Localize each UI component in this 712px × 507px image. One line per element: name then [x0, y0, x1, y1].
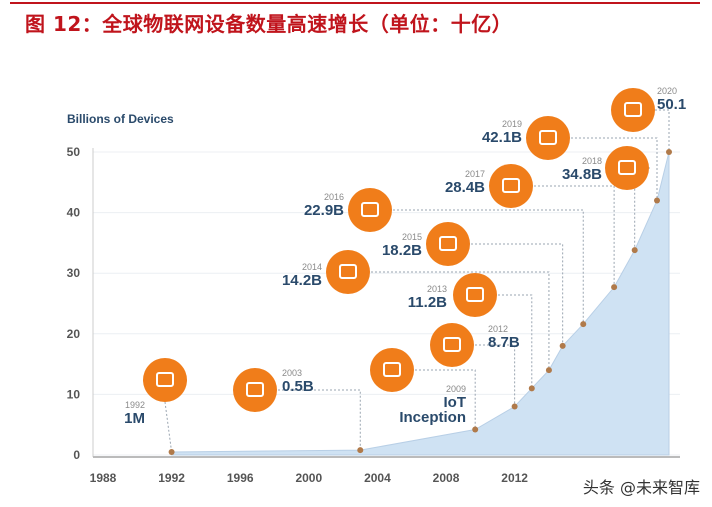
connector-line — [571, 137, 658, 201]
annotation-value: 1M — [124, 410, 145, 427]
traffic-light-icon-glyph — [361, 202, 379, 217]
data-point — [168, 448, 175, 455]
traffic-light-icon — [348, 188, 392, 232]
annotation-year: 2019 — [502, 119, 522, 129]
data-point — [559, 342, 566, 349]
tv-icon — [605, 146, 649, 190]
annotation-year: 2014 — [302, 262, 322, 272]
connector-line — [278, 389, 361, 451]
annotation-year: 2003 — [282, 368, 302, 378]
annotation-value: 28.4B — [445, 179, 485, 196]
door-lock-icon — [611, 88, 655, 132]
y-tick-label: 20 — [67, 327, 81, 341]
annotation-value: 0.5B — [282, 378, 314, 395]
annotation-year: 2009 — [446, 384, 466, 394]
top-rule — [10, 2, 700, 4]
wind-turbine-icon-glyph — [339, 264, 357, 279]
data-point — [511, 403, 518, 410]
annotation-value: 11.2B — [408, 294, 447, 311]
oven-icon-glyph — [466, 287, 484, 302]
annotation-year: 2020 — [657, 86, 677, 96]
wind-turbine-icon — [326, 250, 370, 294]
oven-icon — [453, 273, 497, 317]
data-point — [545, 367, 552, 374]
annotation-year: 1992 — [125, 400, 145, 410]
data-point — [528, 385, 535, 392]
connector-line — [475, 344, 516, 407]
connector-line — [655, 109, 670, 152]
annotation-value-line2: Inception — [399, 409, 466, 426]
lightbulb-icon — [370, 348, 414, 392]
annotation-value: 50.1 — [657, 96, 686, 113]
y-tick-label: 10 — [67, 387, 81, 401]
x-tick-label: 2004 — [364, 471, 391, 485]
annotation-year: 2015 — [402, 232, 422, 242]
data-point — [653, 197, 660, 204]
y-tick-label: 0 — [73, 448, 80, 462]
vending-icon — [526, 116, 570, 160]
computer-icon-glyph — [156, 372, 174, 387]
x-tick-label: 1988 — [90, 471, 117, 485]
computer-icon — [143, 358, 187, 402]
annotation-value: 34.8B — [562, 166, 602, 183]
data-point — [472, 426, 479, 433]
annotation-value: 42.1B — [482, 129, 522, 146]
figure-title: 图 12：全球物联网设备数量高速增长（单位：十亿） — [25, 12, 513, 36]
annotation-year: 2017 — [465, 169, 485, 179]
y-tick-label: 30 — [67, 266, 81, 280]
toothbrush-icon — [426, 222, 470, 266]
watch-phone-icon-glyph — [443, 337, 461, 352]
data-point — [357, 447, 364, 454]
annotation-value: IoT — [444, 394, 467, 411]
connector-line — [498, 294, 533, 389]
data-point — [666, 149, 672, 155]
x-tick-label: 2000 — [295, 471, 322, 485]
x-tick-label: 1992 — [158, 471, 185, 485]
annotation-value: 14.2B — [282, 272, 322, 289]
annotation-value: 18.2B — [382, 242, 422, 259]
thermostat-icon — [489, 164, 533, 208]
tv-icon-glyph — [618, 160, 636, 175]
connector-line — [415, 369, 476, 430]
x-tick-label: 2012 — [501, 471, 528, 485]
y-axis-label: Billions of Devices — [67, 112, 174, 126]
data-point — [611, 284, 618, 291]
annotation-year: 2018 — [582, 156, 602, 166]
data-point — [580, 321, 587, 328]
watermark: 头条 @未来智库 — [582, 478, 700, 497]
y-tick-label: 40 — [67, 206, 81, 220]
vending-icon-glyph — [539, 130, 557, 145]
annotation-value: 22.9B — [304, 202, 344, 219]
annotation-year: 2016 — [324, 192, 344, 202]
lightbulb-icon-glyph — [383, 362, 401, 377]
y-tick-label: 50 — [67, 145, 81, 159]
x-tick-label: 2008 — [433, 471, 460, 485]
annotation-year: 2012 — [488, 324, 508, 334]
toothbrush-icon-glyph — [439, 236, 457, 251]
connector-line — [164, 401, 173, 453]
annotation-value: 8.7B — [488, 334, 520, 351]
annotation-year: 2013 — [427, 284, 447, 294]
x-tick-label: 1996 — [227, 471, 254, 485]
thermostat-icon-glyph — [502, 178, 520, 193]
watch-phone-icon — [430, 323, 474, 367]
connector-line — [371, 271, 550, 371]
laptop-icon — [233, 368, 277, 412]
door-lock-icon-glyph — [624, 102, 642, 117]
connector-line — [534, 185, 615, 288]
laptop-icon-glyph — [246, 382, 264, 397]
data-point — [631, 247, 638, 254]
